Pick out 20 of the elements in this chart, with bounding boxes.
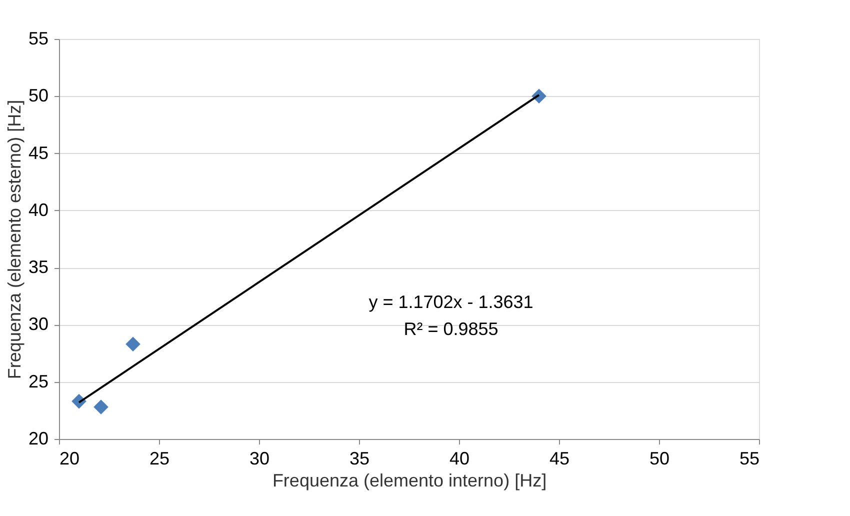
x-tick-label: 40 [449, 448, 470, 468]
x-tick-label: 35 [349, 448, 370, 468]
y-tick-label: 55 [28, 28, 48, 48]
x-tick-label: 55 [739, 448, 760, 468]
annotation: y = 1.1702x - 1.3631 [368, 292, 534, 312]
x-tick-label: 25 [149, 448, 170, 468]
y-tick-label: 35 [28, 257, 48, 278]
y-tick-label: 50 [28, 86, 48, 106]
annotation: R² = 0.9855 [404, 319, 498, 339]
x-tick-label: 50 [649, 448, 670, 468]
y-axis-title: Frequenza (elemento esterno) [Hz] [4, 100, 24, 380]
y-tick-label: 40 [28, 200, 48, 220]
y-tick-label: 30 [28, 314, 48, 334]
y-tick-label: 45 [28, 142, 48, 163]
x-axis-title: Frequenza (elemento interno) [Hz] [272, 470, 547, 490]
x-tick-label: 30 [249, 448, 270, 468]
x-tick-label: 45 [549, 448, 570, 468]
y-tick-label: 20 [28, 428, 48, 448]
y-tick-label: 25 [28, 371, 48, 392]
x-tick-label: 20 [60, 448, 80, 468]
